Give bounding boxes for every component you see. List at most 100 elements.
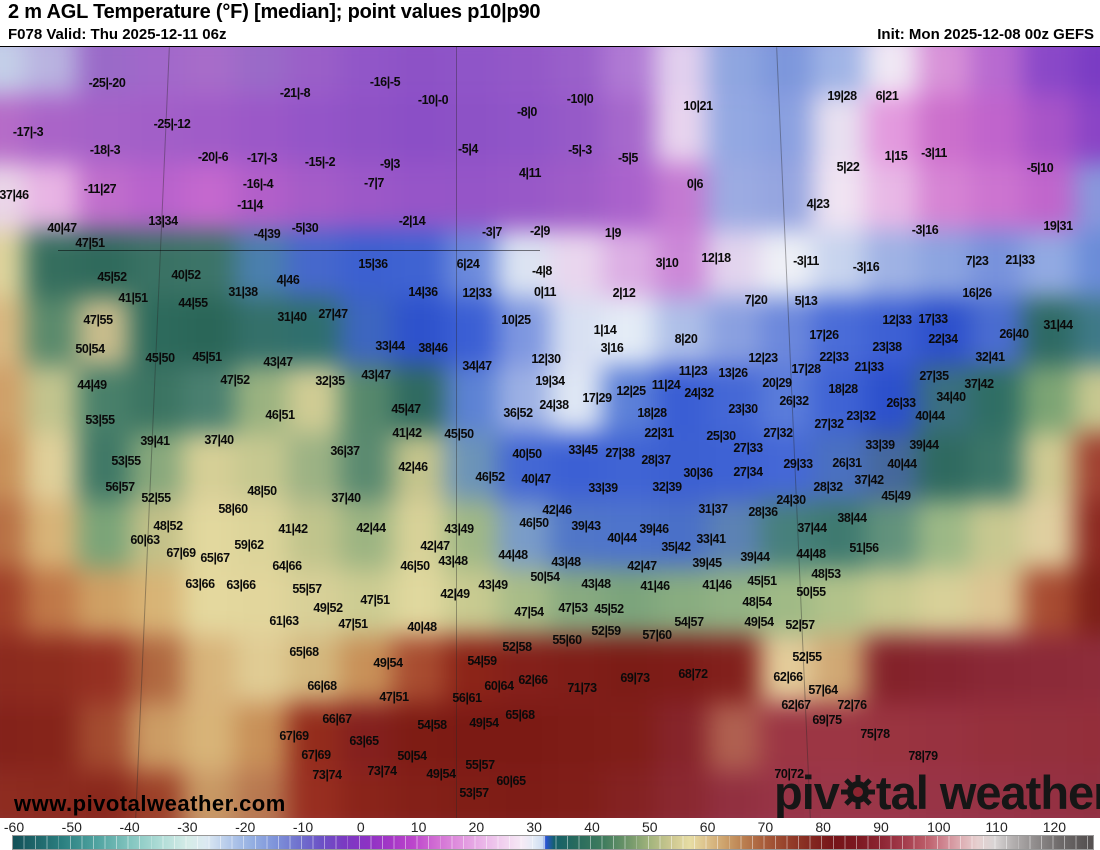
point-value: 7|20 xyxy=(744,293,768,308)
point-value: 69|75 xyxy=(812,713,842,728)
point-value: 47|51 xyxy=(379,690,409,705)
point-value: 59|62 xyxy=(234,538,264,553)
colorbar-segments xyxy=(13,836,1093,849)
point-value: 4|46 xyxy=(276,273,300,288)
point-value: 43|48 xyxy=(581,577,611,592)
point-value: 39|46 xyxy=(639,522,669,537)
point-value: 54|58 xyxy=(417,718,447,733)
point-value: 65|68 xyxy=(505,708,535,723)
colorbar-tick: 0 xyxy=(356,819,365,835)
point-value: 27|32 xyxy=(763,426,793,441)
point-value: -16|-5 xyxy=(369,75,401,90)
point-value: 0|6 xyxy=(686,177,704,192)
map-header: 2 m AGL Temperature (°F) [median]; point… xyxy=(0,0,1100,46)
point-value: 24|38 xyxy=(539,398,569,413)
point-value: 40|44 xyxy=(887,457,917,472)
point-value: -25|-20 xyxy=(88,76,126,91)
point-value: 46|50 xyxy=(519,516,549,531)
point-value: -5|4 xyxy=(458,142,478,157)
point-value: 47|51 xyxy=(338,617,368,632)
point-value: 15|36 xyxy=(358,257,388,272)
point-value: 13|34 xyxy=(148,214,178,229)
point-value: 12|33 xyxy=(462,286,492,301)
point-value: 20|29 xyxy=(762,376,792,391)
point-value: 36|52 xyxy=(503,406,533,421)
temperature-map[interactable]: -25|-20 -21|-8 -16|-5 -17|-3 -25|-12 -18|-3 -2… xyxy=(0,46,1100,820)
point-value: 62|66 xyxy=(518,673,548,688)
point-value: 64|66 xyxy=(272,559,302,574)
point-value: 67|69 xyxy=(279,729,309,744)
point-value: 29|33 xyxy=(783,457,813,472)
colorbar-tick: -40 xyxy=(119,819,140,835)
point-value: -3|11 xyxy=(921,146,947,161)
point-value: 45|47 xyxy=(391,402,421,417)
point-value: -5|10 xyxy=(1026,161,1054,176)
point-value: 43|48 xyxy=(438,554,468,569)
point-value: 73|74 xyxy=(367,764,397,779)
point-value: 48|50 xyxy=(247,484,277,499)
point-value: 40|44 xyxy=(607,531,637,546)
colorbar-tick: 120 xyxy=(1042,819,1067,835)
valid-time-label: F078 Valid: Thu 2025-12-11 06z xyxy=(8,26,227,43)
point-value: 42|46 xyxy=(398,460,428,475)
point-value: -15|-2 xyxy=(304,155,336,170)
point-value: 43|47 xyxy=(361,368,391,383)
point-value: 37|46 xyxy=(0,188,29,203)
point-value: 37|44 xyxy=(797,521,827,536)
point-value: 4|11 xyxy=(518,166,542,181)
point-value: 33|39 xyxy=(588,481,618,496)
point-value: 32|41 xyxy=(975,350,1005,365)
point-value: 33|44 xyxy=(375,339,405,354)
point-value: 12|30 xyxy=(531,352,561,367)
point-value: 17|28 xyxy=(791,362,821,377)
point-value: 21|33 xyxy=(1005,253,1035,268)
point-value: 7|23 xyxy=(965,254,989,269)
point-value: -4|39 xyxy=(253,227,281,242)
point-value: 60|65 xyxy=(496,774,526,789)
point-value: 43|49 xyxy=(444,522,474,537)
point-value: 42|47 xyxy=(420,539,450,554)
point-value: -5|30 xyxy=(291,221,319,236)
point-value: 70|72 xyxy=(774,767,804,782)
point-value: 31|40 xyxy=(277,310,307,325)
point-value: 52|55 xyxy=(792,650,822,665)
point-value: 75|78 xyxy=(860,727,890,742)
point-value: 41|46 xyxy=(702,578,732,593)
point-value: 30|36 xyxy=(683,466,713,481)
point-value: -18|-3 xyxy=(89,143,121,158)
point-value: 52|59 xyxy=(591,624,621,639)
point-value: 48|53 xyxy=(811,567,841,582)
point-value: 50|54 xyxy=(530,570,560,585)
point-value: 45|51 xyxy=(192,350,222,365)
point-value: 47|52 xyxy=(220,373,250,388)
point-value: 48|52 xyxy=(153,519,183,534)
point-value: 31|38 xyxy=(228,285,258,300)
point-value: 53|55 xyxy=(111,454,141,469)
point-value: 40|48 xyxy=(407,620,437,635)
point-value: 37|42 xyxy=(854,473,884,488)
point-value: 56|61 xyxy=(452,691,482,706)
colorbar: -60 -50 -40 -30 -20 -10 0 10 20 30 40 50 60 70 80 90 100… xyxy=(0,818,1100,850)
point-value: 10|25 xyxy=(501,313,531,328)
point-value: 33|39 xyxy=(865,438,895,453)
point-value: 35|42 xyxy=(661,540,691,555)
point-value: 68|72 xyxy=(678,667,708,682)
point-value: 17|29 xyxy=(582,391,612,406)
point-value: 45|50 xyxy=(145,351,175,366)
point-value: 6|24 xyxy=(456,257,480,272)
point-value: -8|0 xyxy=(517,105,537,120)
point-value: 27|38 xyxy=(605,446,635,461)
point-value: 38|46 xyxy=(418,341,448,356)
point-value: 41|42 xyxy=(392,426,422,441)
colorbar-tick: 30 xyxy=(526,819,542,835)
point-value: 51|56 xyxy=(849,541,879,556)
point-value: 66|67 xyxy=(322,712,352,727)
point-value: 69|73 xyxy=(620,671,650,686)
point-value: 40|47 xyxy=(521,472,551,487)
point-value: 26|33 xyxy=(886,396,916,411)
point-value: 52|57 xyxy=(785,618,815,633)
point-value: -20|-6 xyxy=(197,150,229,165)
point-value: 4|23 xyxy=(806,197,830,212)
point-value: 5|13 xyxy=(794,294,818,309)
